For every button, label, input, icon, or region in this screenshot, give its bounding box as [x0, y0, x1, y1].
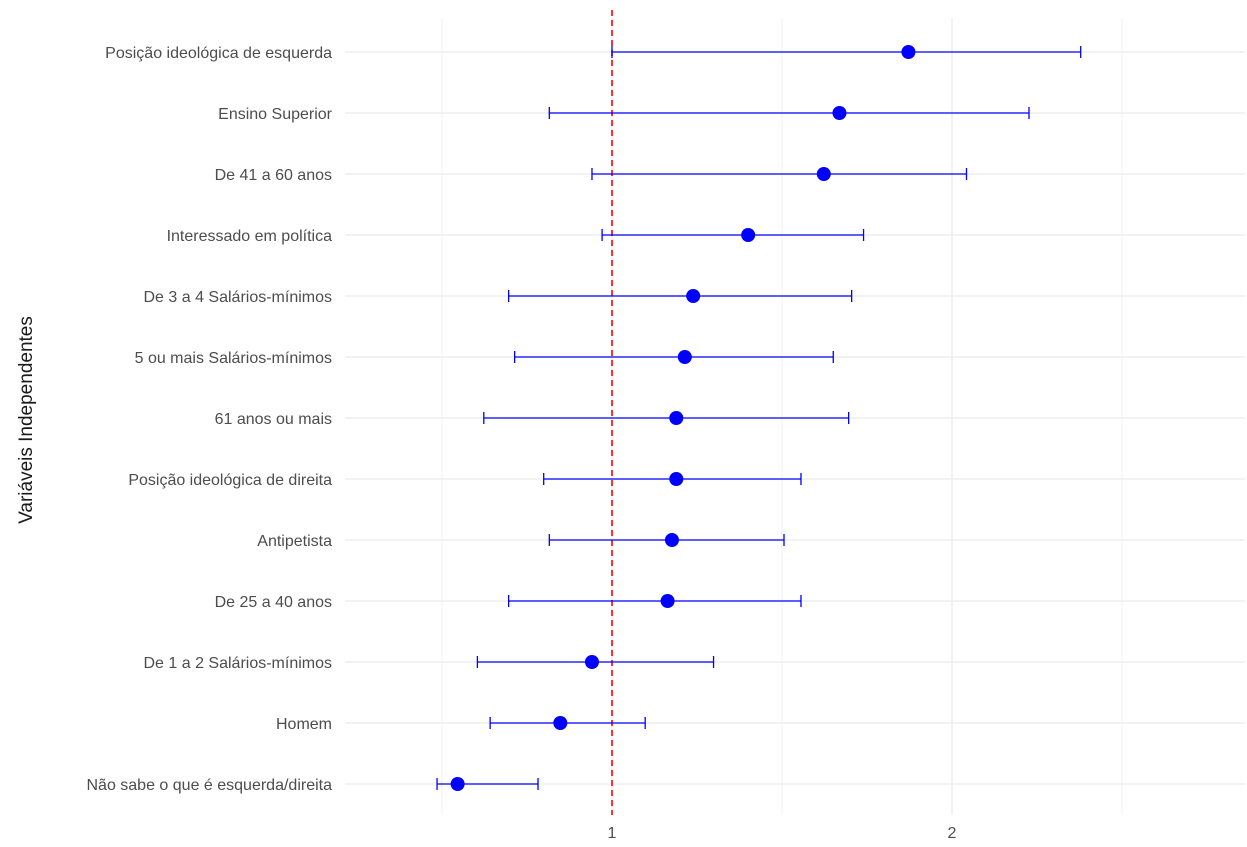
y-tick-label: Não sabe o que é esquerda/direita: [86, 777, 332, 794]
point-estimate: [816, 167, 831, 181]
y-tick-label: 5 ou mais Salários-mínimos: [135, 350, 332, 367]
y-tick-label: De 1 a 2 Salários-mínimos: [143, 655, 332, 672]
y-tick-label: De 25 a 40 anos: [215, 594, 332, 611]
y-tick-label: De 3 a 4 Salários-mínimos: [143, 289, 332, 306]
point-estimate: [686, 289, 701, 303]
y-tick-label: Antipetista: [257, 533, 332, 550]
point-estimate: [584, 655, 599, 669]
point-estimate: [832, 106, 847, 120]
x-tick-label: 1: [608, 825, 617, 842]
y-tick-label: 61 anos ou mais: [215, 411, 332, 428]
x-tick-label: 2: [948, 825, 957, 842]
y-tick-label: Interessado em política: [167, 228, 333, 245]
y-tick-label: Posição ideológica de direita: [128, 472, 332, 489]
point-estimate: [741, 228, 756, 242]
point-estimate: [553, 716, 568, 730]
point-estimate: [660, 594, 675, 608]
y-tick-label: De 41 a 60 anos: [215, 167, 332, 184]
point-estimate: [669, 472, 684, 486]
y-tick-label: Homem: [276, 716, 332, 733]
y-tick-label: Ensino Superior: [218, 106, 333, 123]
point-estimate: [669, 411, 684, 425]
point-estimate: [450, 777, 465, 791]
y-tick-labels: Posição ideológica de esquerda Ensino Sup…: [86, 45, 332, 794]
y-tick-label: Posição ideológica de esquerda: [105, 45, 332, 62]
data-marks: [436, 45, 1082, 791]
grid-lines: [345, 18, 1245, 815]
point-estimate: [664, 533, 679, 547]
point-estimate: [901, 45, 916, 59]
point-estimate: [677, 350, 692, 364]
y-axis-title: Variáveis Independentes: [16, 316, 37, 524]
